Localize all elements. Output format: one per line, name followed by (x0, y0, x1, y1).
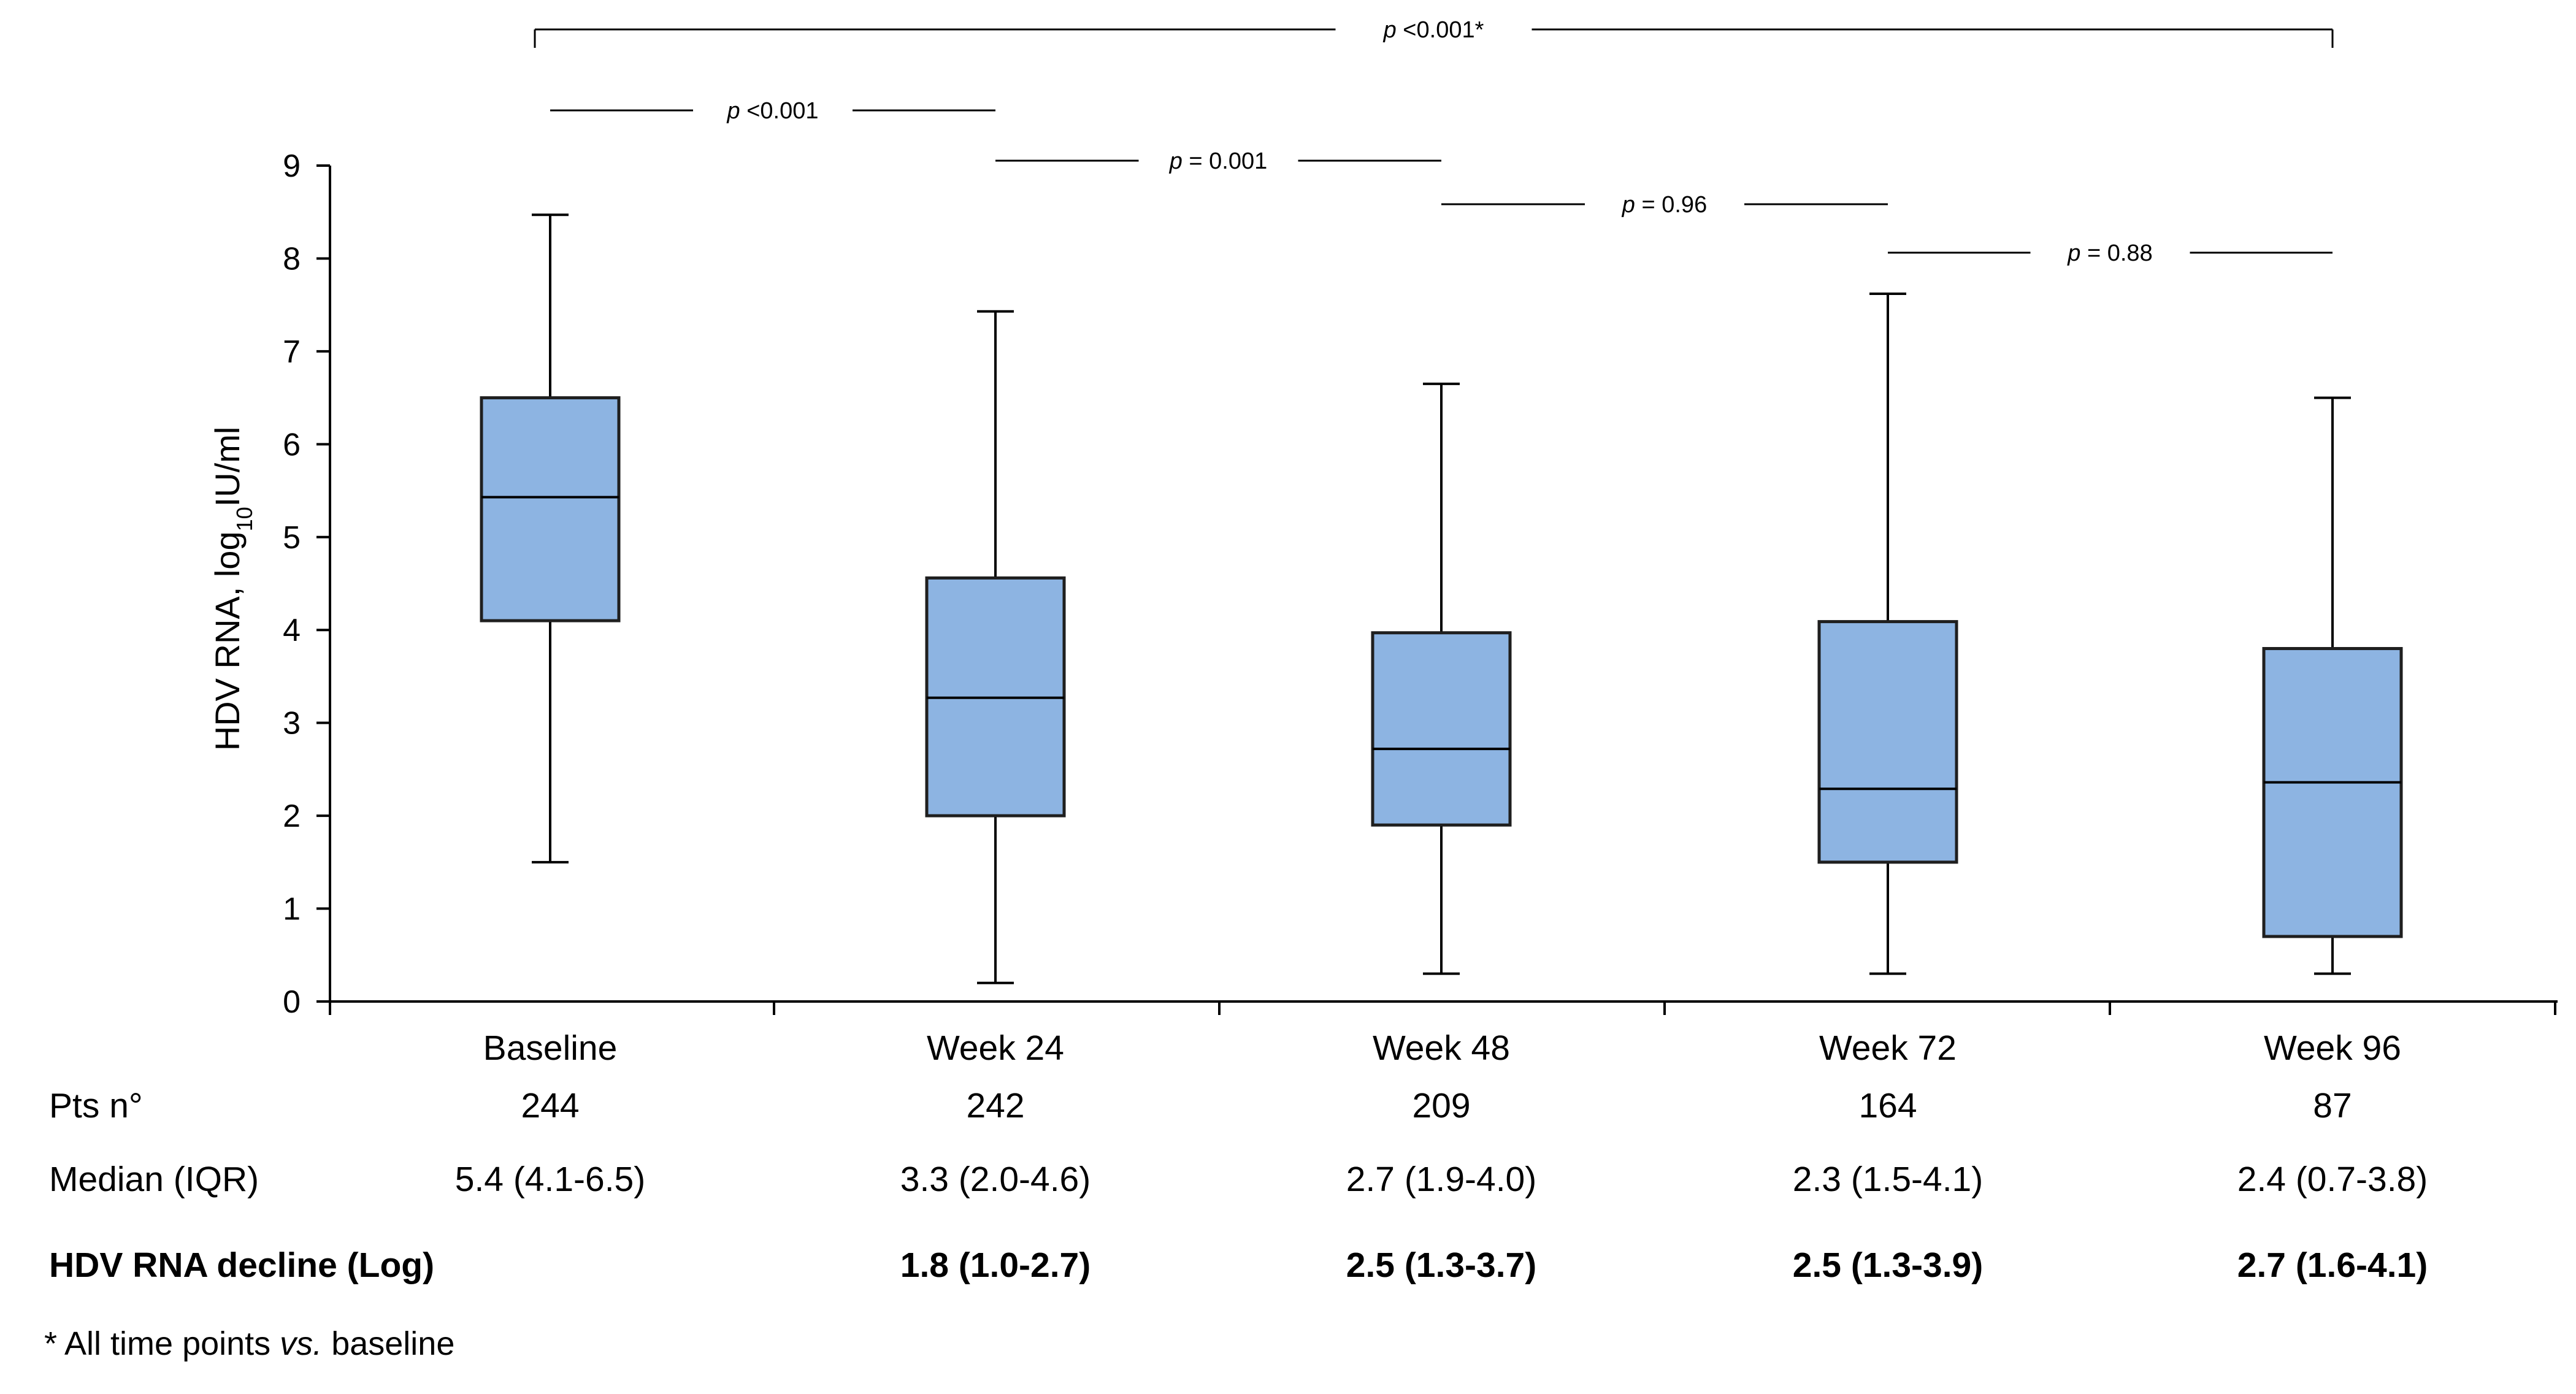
footnote-italic: vs. (280, 1325, 323, 1362)
iqr-box (1371, 631, 1512, 827)
decline-label: HDV RNA decline (Log) (49, 1246, 435, 1285)
x-tick-label: Week 72 (1819, 1028, 1957, 1068)
y-tick-label: 9 (283, 148, 301, 184)
box-5 (2262, 396, 2403, 975)
box-1 (480, 213, 621, 864)
x-tick-label: Week 96 (2264, 1028, 2401, 1068)
pts-cell: 242 (966, 1086, 1025, 1125)
comparison-5: p = 0.88 (1888, 240, 2333, 266)
p-value-label: p = 0.88 (2067, 240, 2152, 266)
decline-row: HDV RNA decline (Log) 1.8 (1.0-2.7) 2.5 (… (0, 1245, 2576, 1288)
decline-cell: 2.5 (1.3-3.9) (1792, 1246, 1984, 1285)
p-value-label: p <0.001* (1383, 17, 1484, 43)
box-2 (925, 310, 1066, 984)
median-cell: 5.4 (4.1-6.5) (454, 1160, 646, 1199)
p-value-label: p = 0.001 (1169, 148, 1268, 174)
p-value-label: p = 0.96 (1622, 192, 1707, 218)
pts-cell: 244 (521, 1086, 580, 1125)
y-tick-label: 1 (283, 892, 301, 927)
comparison-1: p <0.001* (534, 17, 2334, 48)
median-row: Median (IQR) 5.4 (4.1-6.5) 3.3 (2.0-4.6) 2… (0, 1159, 2576, 1202)
y-tick-label: 4 (283, 613, 301, 648)
pts-row: Pts n° 244 242 209 164 87 (0, 1086, 2576, 1128)
y-tick-label: 3 (283, 706, 301, 741)
p-value-annotations: p <0.001* p <0.001 p = 0.001 p = 0.96 p = 0.… (534, 17, 2334, 266)
iqr-box (1817, 620, 1958, 864)
y-tick-label: 0 (283, 984, 301, 1020)
p-value-label: p <0.001 (727, 98, 819, 124)
iqr-box (2262, 647, 2403, 938)
y-tick-label: 2 (283, 798, 301, 834)
median-cell: 2.7 (1.9-4.0) (1346, 1160, 1537, 1199)
axes: 0 1 2 3 4 5 6 7 8 9 Baseline Week 24 Week 48 Week 72 W… (283, 148, 2558, 1068)
pts-label: Pts n° (49, 1086, 143, 1125)
comparison-2: p <0.001 (550, 98, 995, 124)
comparison-4: p = 0.96 (1441, 192, 1888, 218)
y-tick-label: 7 (283, 334, 301, 370)
median-cell: 3.3 (2.0-4.6) (900, 1160, 1091, 1199)
iqr-box (480, 396, 621, 622)
y-tick-label: 5 (283, 520, 301, 556)
boxes (480, 213, 2403, 984)
x-tick-label: Week 24 (927, 1028, 1064, 1068)
x-tick-label: Week 48 (1373, 1028, 1510, 1068)
decline-cell: 2.5 (1.3-3.7) (1346, 1246, 1537, 1285)
y-tick-label: 6 (283, 427, 301, 462)
pts-cell: 87 (2313, 1086, 2352, 1125)
pts-cell: 209 (1412, 1086, 1471, 1125)
y-tick-label: 8 (283, 241, 301, 277)
footnote: * All time points vs. baseline (44, 1325, 455, 1362)
x-tick-label: Baseline (483, 1028, 618, 1068)
decline-cell: 2.7 (1.6-4.1) (2237, 1246, 2428, 1285)
comparison-3: p = 0.001 (995, 148, 1441, 174)
median-label: Median (IQR) (49, 1160, 259, 1199)
median-cell: 2.3 (1.5-4.1) (1792, 1160, 1984, 1199)
box-4 (1817, 292, 1958, 975)
box-3 (1371, 382, 1512, 975)
pts-cell: 164 (1858, 1086, 1917, 1125)
median-cell: 2.4 (0.7-3.8) (2237, 1160, 2428, 1199)
y-axis-label: HDV RNA, log10IU/ml (208, 427, 257, 751)
decline-cell: 1.8 (1.0-2.7) (900, 1246, 1091, 1285)
